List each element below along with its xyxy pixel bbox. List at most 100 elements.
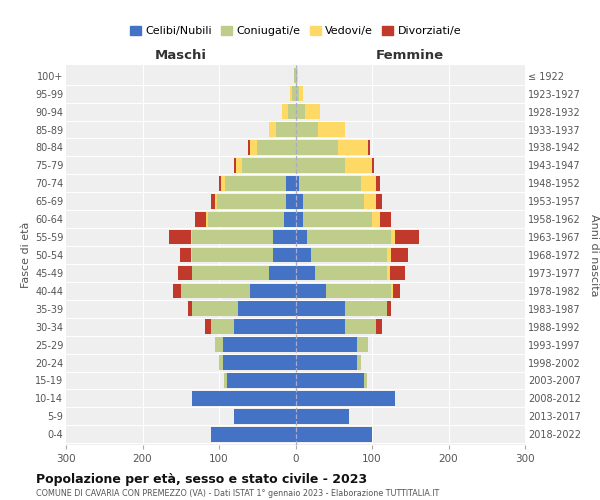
Bar [211, 194, 215, 208]
Bar [219, 355, 223, 370]
Text: Femmine: Femmine [376, 50, 445, 62]
Bar [326, 284, 391, 298]
Bar [234, 158, 236, 172]
Bar [238, 302, 296, 316]
Bar [388, 266, 389, 280]
Bar [392, 284, 400, 298]
Bar [296, 158, 345, 172]
Bar [180, 248, 191, 262]
Bar [299, 86, 303, 101]
Bar [368, 140, 370, 155]
Bar [205, 320, 211, 334]
Bar [364, 194, 376, 208]
Bar [391, 248, 408, 262]
Bar [288, 104, 296, 119]
Bar [250, 284, 296, 298]
Bar [217, 194, 286, 208]
Bar [192, 248, 272, 262]
Bar [211, 320, 235, 334]
Bar [191, 230, 192, 244]
Bar [296, 355, 356, 370]
Bar [376, 320, 382, 334]
Bar [206, 212, 208, 226]
Bar [345, 320, 376, 334]
Bar [391, 284, 392, 298]
Bar [224, 373, 227, 388]
Bar [372, 212, 380, 226]
Bar [388, 248, 391, 262]
Bar [345, 302, 388, 316]
Bar [356, 355, 361, 370]
Bar [299, 176, 361, 190]
Bar [297, 68, 298, 83]
Bar [242, 158, 296, 172]
Bar [223, 338, 296, 352]
Bar [227, 373, 296, 388]
Bar [296, 373, 364, 388]
Bar [356, 338, 368, 352]
Bar [376, 194, 382, 208]
Bar [192, 230, 272, 244]
Bar [277, 122, 296, 137]
Bar [296, 176, 299, 190]
Bar [303, 194, 364, 208]
Bar [364, 373, 367, 388]
Bar [314, 266, 388, 280]
Bar [192, 391, 296, 406]
Bar [372, 158, 374, 172]
Bar [208, 212, 284, 226]
Bar [296, 338, 356, 352]
Bar [296, 86, 299, 101]
Bar [286, 176, 296, 190]
Bar [248, 140, 250, 155]
Bar [391, 230, 395, 244]
Bar [305, 104, 320, 119]
Bar [290, 86, 292, 101]
Bar [215, 194, 217, 208]
Bar [178, 266, 192, 280]
Text: Popolazione per età, sesso e stato civile - 2023: Popolazione per età, sesso e stato civil… [36, 472, 367, 486]
Bar [191, 248, 192, 262]
Text: Maschi: Maschi [155, 50, 207, 62]
Bar [194, 212, 206, 226]
Bar [272, 230, 296, 244]
Bar [181, 284, 250, 298]
Bar [296, 212, 303, 226]
Y-axis label: Anni di nascita: Anni di nascita [589, 214, 599, 296]
Bar [219, 176, 221, 190]
Bar [188, 302, 192, 316]
Bar [272, 248, 296, 262]
Bar [307, 230, 391, 244]
Bar [296, 302, 345, 316]
Y-axis label: Fasce di età: Fasce di età [20, 222, 31, 288]
Bar [376, 176, 380, 190]
Bar [296, 122, 319, 137]
Bar [169, 230, 191, 244]
Bar [338, 140, 368, 155]
Bar [215, 338, 223, 352]
Bar [286, 194, 296, 208]
Bar [225, 176, 286, 190]
Bar [269, 266, 296, 280]
Bar [211, 427, 296, 442]
Bar [296, 140, 338, 155]
Bar [223, 355, 296, 370]
Bar [311, 248, 388, 262]
Bar [296, 104, 305, 119]
Bar [221, 176, 225, 190]
Bar [296, 320, 345, 334]
Bar [296, 427, 372, 442]
Bar [296, 230, 307, 244]
Bar [282, 104, 288, 119]
Bar [235, 409, 296, 424]
Bar [284, 212, 296, 226]
Bar [257, 140, 296, 155]
Bar [236, 158, 242, 172]
Bar [296, 194, 303, 208]
Bar [235, 320, 296, 334]
Bar [192, 302, 238, 316]
Bar [296, 266, 314, 280]
Bar [250, 140, 257, 155]
Legend: Celibi/Nubili, Coniugati/e, Vedovi/e, Divorziati/e: Celibi/Nubili, Coniugati/e, Vedovi/e, Di… [125, 21, 466, 40]
Bar [173, 284, 181, 298]
